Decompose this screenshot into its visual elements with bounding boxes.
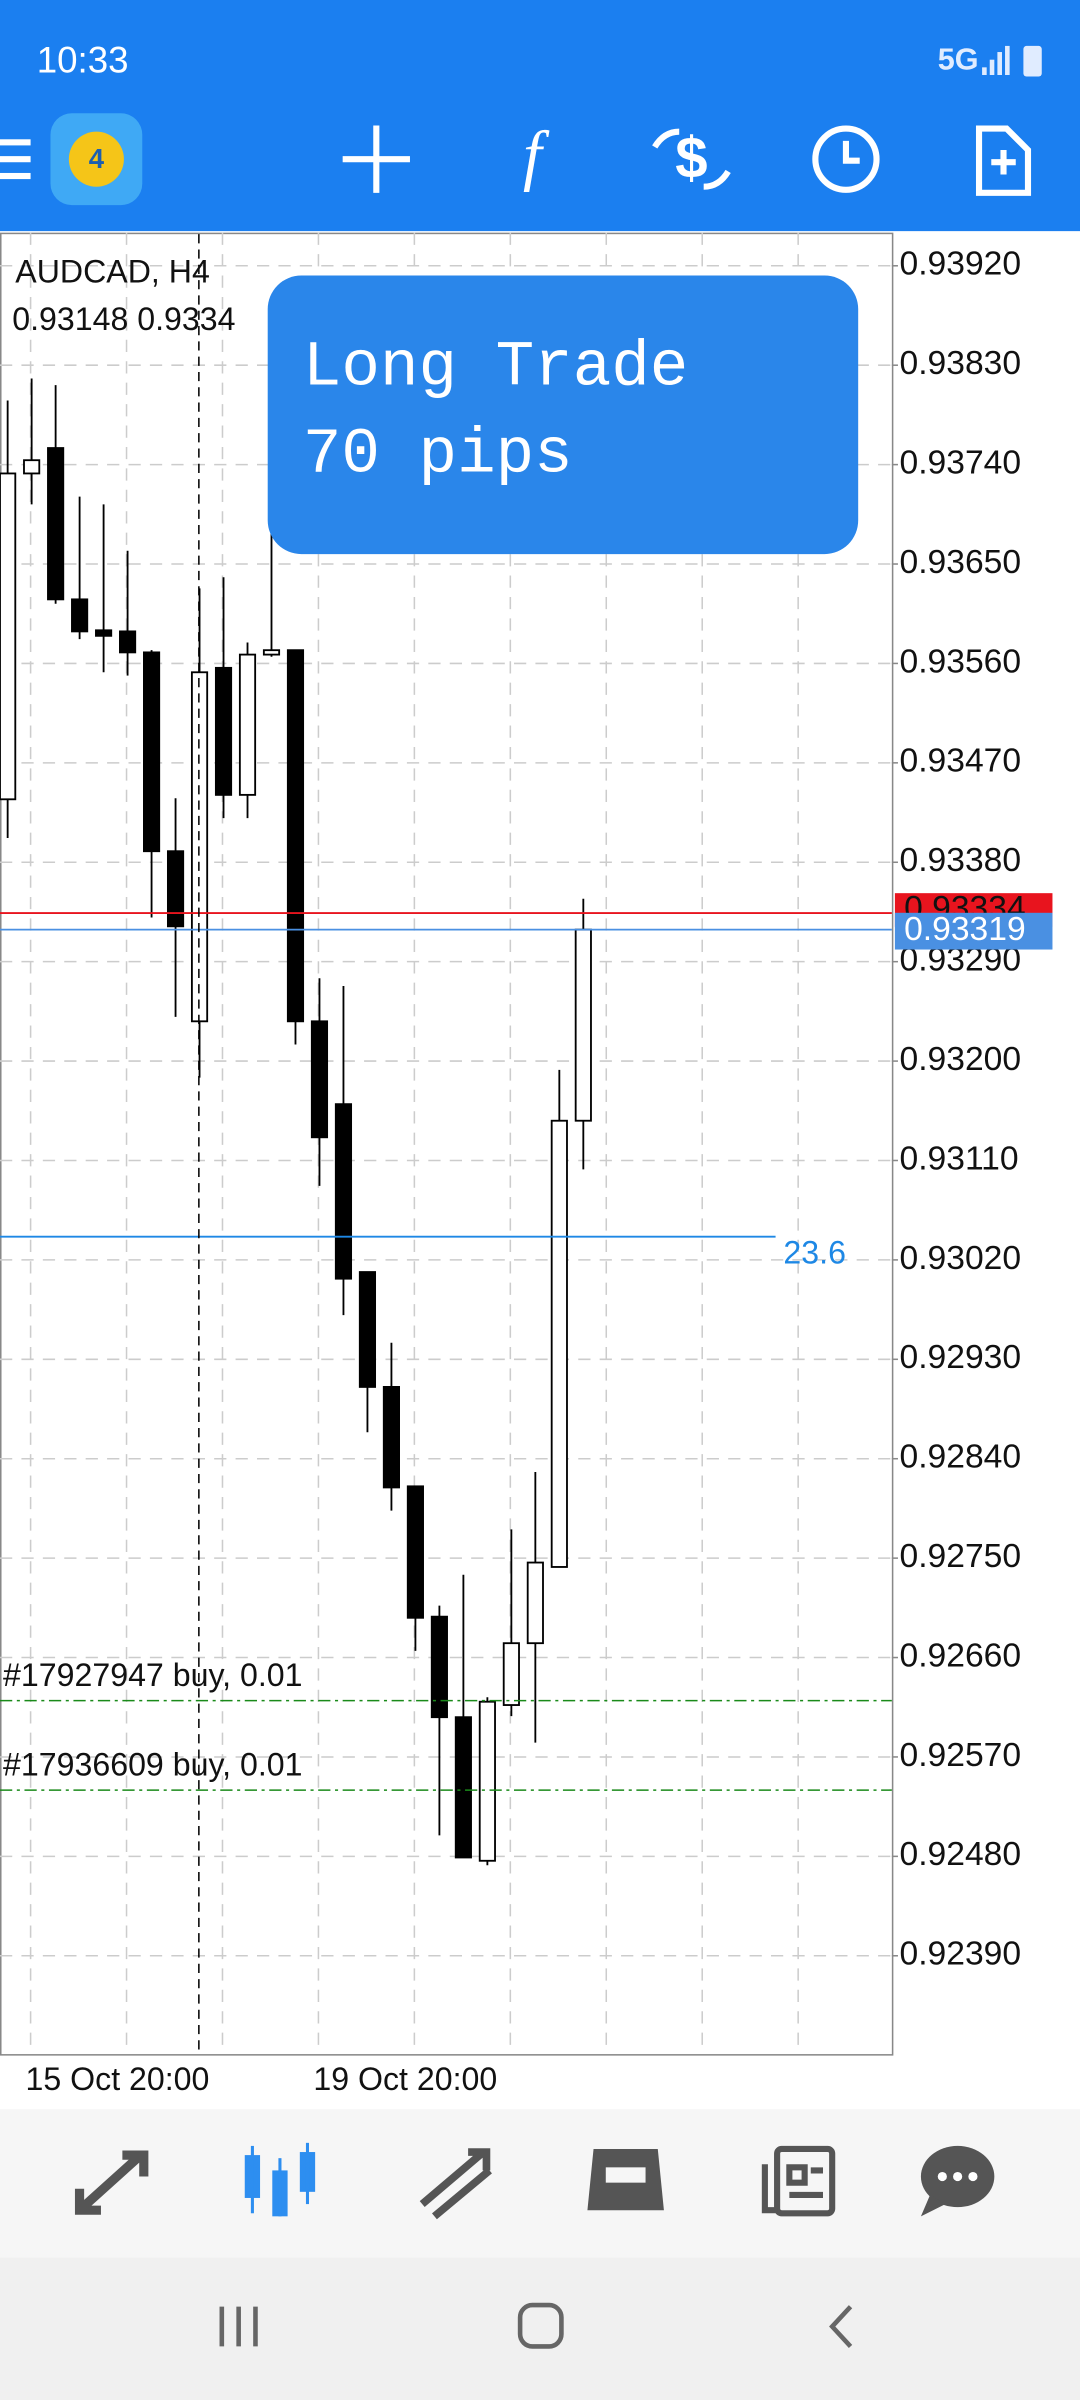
- candle-body: [430, 1615, 448, 1719]
- candle-body: [406, 1485, 424, 1619]
- system-nav: [0, 2257, 1080, 2400]
- y-tick-label: 0.93020: [899, 1240, 1021, 1277]
- candle-body: [71, 598, 89, 633]
- history-tab[interactable]: [587, 2148, 664, 2211]
- top-bar: [0, 0, 1080, 232]
- fib-label: 23.6: [783, 1235, 846, 1271]
- timeframe-button[interactable]: [812, 125, 880, 193]
- y-tick-label: 0.92390: [899, 1936, 1021, 1973]
- y-tick-label: 0.93470: [899, 743, 1021, 780]
- chat-tab[interactable]: [920, 2145, 995, 2217]
- candle-body: [502, 1642, 520, 1706]
- y-tick-label: 0.93110: [899, 1140, 1018, 1177]
- system-buttons[interactable]: [219, 2302, 853, 2349]
- y-tick-label: 0.92570: [899, 1737, 1021, 1774]
- symbol: AUDCAD, H4: [15, 253, 210, 289]
- candle-body: [454, 1716, 472, 1859]
- y-tick-label: 0.92660: [899, 1637, 1021, 1674]
- menu-button[interactable]: [0, 139, 31, 180]
- candle-body: [0, 472, 17, 801]
- y-tick-label: 0.92480: [899, 1836, 1021, 1873]
- y-tick-label: 0.93740: [899, 444, 1021, 481]
- trade-tab[interactable]: [419, 2148, 492, 2220]
- y-tick-label: 0.93920: [899, 246, 1021, 283]
- x-tick-label: 19 Oct 20:00: [313, 2061, 497, 2097]
- trade-button[interactable]: $: [652, 126, 731, 191]
- candle-body: [47, 447, 65, 601]
- candle-body: [478, 1700, 496, 1862]
- chart-tab[interactable]: [244, 2142, 316, 2217]
- candle-body: [166, 850, 185, 928]
- svg-text:4: 4: [89, 143, 105, 174]
- y-tick-label: 0.92750: [899, 1538, 1021, 1575]
- candle-body: [286, 649, 305, 1023]
- candle-body: [550, 1119, 568, 1568]
- y-tick-label: 0.93380: [899, 842, 1021, 879]
- candle-body: [574, 928, 592, 1122]
- y-tick-label: 0.93650: [899, 544, 1021, 581]
- candle-body: [310, 1020, 329, 1139]
- quotes-tab[interactable]: [74, 2150, 149, 2215]
- y-tick-label: 0.93830: [899, 345, 1021, 382]
- annotation-box: Long Trade 70 pips: [267, 275, 859, 555]
- candle-body: [214, 666, 233, 796]
- bottom-nav: [0, 2109, 1080, 2258]
- y-tick-label: 0.93560: [899, 643, 1021, 680]
- candle-body: [95, 629, 113, 637]
- network: 5G: [938, 42, 979, 76]
- y-tick-label: 0.92840: [899, 1439, 1021, 1476]
- candle-body: [119, 630, 137, 654]
- annotation-line: 70 pips: [303, 420, 573, 492]
- clock: 10:33: [37, 39, 129, 80]
- candle-body: [382, 1386, 400, 1489]
- bid-label-bg: [894, 912, 1053, 950]
- bid-label: 0.93319: [904, 911, 1026, 948]
- order-label: #17936609 buy, 0.01: [3, 1747, 302, 1783]
- candle-body: [262, 649, 281, 656]
- candle-body: [238, 653, 257, 796]
- new-order-button[interactable]: [975, 125, 1032, 196]
- candle-body: [23, 459, 41, 475]
- y-tick-label: 0.93200: [899, 1041, 1021, 1078]
- crosshair-button[interactable]: [342, 125, 410, 193]
- app-logo[interactable]: 4: [50, 113, 143, 206]
- candle-body: [358, 1271, 377, 1388]
- signal-icon: [982, 45, 1042, 77]
- y-tick-label: 0.92930: [899, 1339, 1021, 1376]
- x-tick-label: 15 Oct 20:00: [26, 2061, 210, 2097]
- order-label: #17927947 buy, 0.01: [3, 1657, 302, 1693]
- quote: 0.93148 0.9334: [12, 301, 235, 337]
- svg-text:$: $: [675, 126, 707, 191]
- annotation-bg: [267, 275, 859, 555]
- candle-body: [143, 651, 161, 853]
- candle-body: [334, 1103, 353, 1280]
- annotation-line: Long Trade: [303, 332, 688, 404]
- candle-body: [526, 1561, 544, 1645]
- news-tab[interactable]: [761, 2145, 836, 2217]
